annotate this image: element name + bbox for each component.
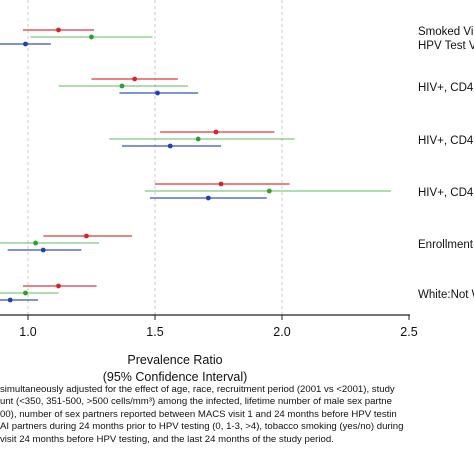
row-label-2: HIV+, CD4: [418, 82, 474, 94]
point-row5-series1: [84, 233, 89, 239]
row-label-1-line-2: HPV Test V: [418, 40, 474, 52]
x-axis-title-line-2: (95% Confidence Interval): [102, 370, 248, 384]
row-group-1: [0, 27, 153, 47]
point-row4-series1: [218, 181, 224, 187]
point-row1-series2: [89, 34, 94, 40]
point-row3-series1: [213, 129, 219, 135]
row-label-1: Smoked Vi: [418, 26, 473, 38]
x-axis: 1.0 1.5 2.0 2.5: [0, 314, 418, 339]
point-row5-series3: [40, 247, 46, 253]
point-row2-series2: [119, 83, 125, 89]
plot-marks: [0, 27, 392, 303]
footnote: simultaneously adjusted for the effect o…: [0, 384, 474, 446]
point-row2-series3: [155, 90, 160, 96]
point-row6-series1: [56, 283, 61, 289]
x-tick-label-3: 2.0: [273, 325, 290, 339]
x-tick-label-1: 1.0: [19, 325, 36, 339]
footnote-line-1: simultaneously adjusted for the effect o…: [0, 384, 395, 395]
x-axis-title: Prevalence Ratio (95% Confidence Interva…: [60, 352, 290, 386]
footnote-line-5: visit 24 months before HPV testing, and …: [0, 433, 334, 445]
point-row6-series2: [23, 290, 28, 296]
point-row1-series3: [23, 41, 28, 47]
row-group-2: [58, 76, 199, 96]
point-row6-series3: [7, 297, 13, 303]
point-row4-series3: [205, 195, 211, 201]
point-row5-series2: [33, 240, 39, 246]
row-group-6: [0, 283, 97, 303]
point-row4-series2: [266, 188, 272, 194]
row-group-3: [109, 129, 295, 149]
row-label-4: HIV+, CD4: [418, 187, 474, 199]
row-labels: Smoked Vi HPV Test V HIV+, CD4 HIV+, CD4 HIV…: [418, 26, 474, 301]
footnote-line-3: 00), number of sex partners reported bet…: [0, 408, 397, 420]
footnote-line-4: AI partners during 24 months prior to HP…: [0, 421, 404, 433]
reference-lines: [27, 0, 283, 315]
point-row3-series2: [195, 136, 201, 142]
point-row1-series1: [56, 27, 61, 33]
row-group-5: [0, 233, 133, 253]
x-tick-label-2: 1.5: [146, 325, 163, 339]
row-label-5: Enrollment: [418, 239, 474, 251]
point-row3-series3: [167, 143, 173, 149]
footnote-line-2: unt (<350, 351-500, >500 cells/mm³) amon…: [0, 396, 392, 408]
row-group-4: [144, 181, 392, 201]
row-label-3: HIV+, CD4: [418, 135, 474, 147]
x-axis-title-line-1: Prevalence Ratio: [127, 353, 223, 367]
forest-plot: 1.0 1.5 2.0 2.5 Smoked Vi HPV Test V HIV+, CD…: [0, 0, 474, 339]
x-tick-label-4: 2.5: [400, 325, 417, 339]
row-label-6: White:Not W: [418, 289, 474, 301]
point-row2-series1: [132, 76, 138, 82]
